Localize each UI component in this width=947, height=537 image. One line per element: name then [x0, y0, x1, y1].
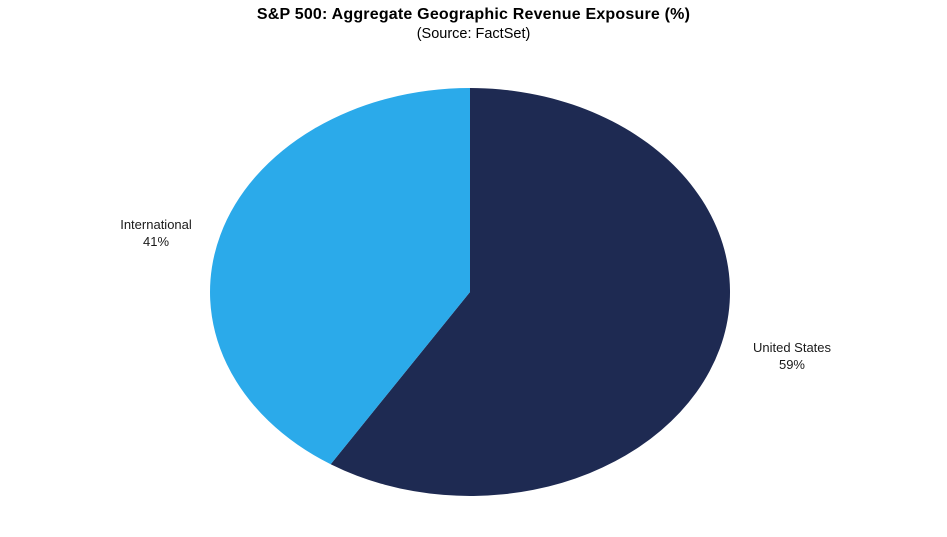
slice-label-united-states: United States 59% [753, 339, 831, 373]
slice-label-international: International 41% [120, 216, 192, 250]
slice-label-international-percent: 41% [142, 234, 170, 249]
slice-label-international-name: International [120, 217, 192, 232]
pie-slice-international [210, 88, 470, 465]
chart-title: S&P 500: Aggregate Geographic Revenue Ex… [256, 6, 691, 23]
slice-label-united-states-percent: 59% [778, 357, 806, 372]
chart-subtitle: (Source: FactSet) [416, 26, 531, 42]
slice-label-united-states-name: United States [752, 340, 832, 355]
pie-slice-united-states [330, 88, 731, 497]
